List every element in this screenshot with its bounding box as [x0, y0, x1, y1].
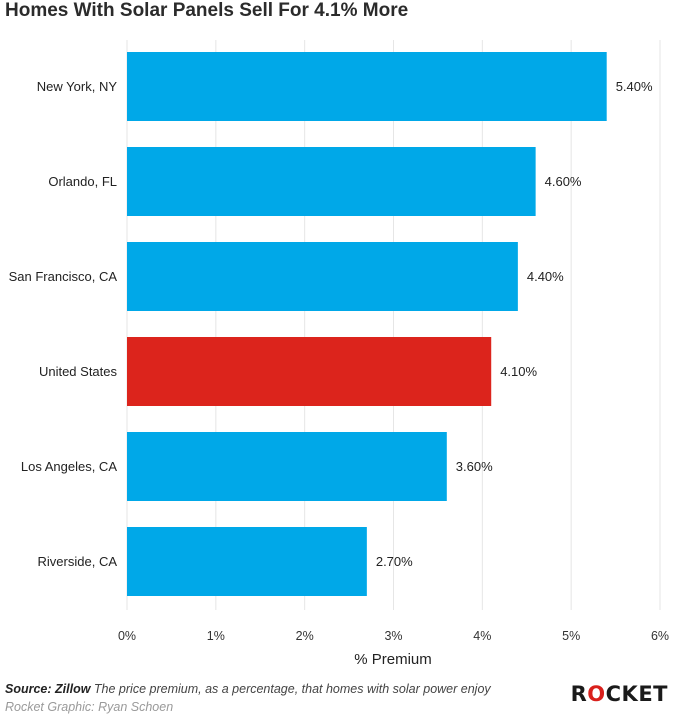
value-label: 4.40%	[527, 269, 564, 284]
logo-part-1: R	[570, 682, 588, 706]
gridlines	[126, 40, 661, 610]
x-tick-label: 5%	[562, 629, 580, 643]
x-tick-label: 1%	[207, 629, 225, 643]
category-label: Riverside, CA	[38, 554, 118, 569]
x-tick-label: 6%	[651, 629, 669, 643]
bar	[127, 432, 447, 501]
value-label: 4.60%	[545, 174, 582, 189]
value-label: 5.40%	[616, 79, 653, 94]
x-tick-label: 4%	[473, 629, 491, 643]
x-tick-label: 2%	[296, 629, 314, 643]
category-label: Los Angeles, CA	[21, 459, 117, 474]
bar	[127, 242, 518, 311]
value-label: 2.70%	[376, 554, 413, 569]
chart-title: Homes With Solar Panels Sell For 4.1% Mo…	[5, 0, 409, 21]
rocket-logo: ROCKET	[571, 682, 668, 706]
x-axis-title: % Premium	[354, 651, 432, 668]
logo-part-3: CKET	[605, 682, 668, 706]
bar	[127, 52, 607, 121]
source-description: The price premium, as a percentage, that…	[93, 682, 491, 696]
logo-part-2: O	[587, 682, 606, 706]
footer: Source: Zillow The price premium, as a p…	[5, 680, 491, 716]
category-label: New York, NY	[37, 79, 118, 94]
value-label: 4.10%	[500, 364, 537, 379]
bars	[127, 52, 607, 596]
labels: 0% 1% 2% 3% 4% 5% 6% New York, NY 5.40% Orlando, …	[9, 79, 669, 643]
category-label: San Francisco, CA	[9, 269, 118, 284]
category-label: United States	[39, 364, 118, 379]
graphic-credit: Rocket Graphic: Ryan Schoen	[5, 700, 174, 714]
bar-chart: 0% 1% 2% 3% 4% 5% 6% New York, NY 5.40% Orlando, …	[9, 40, 669, 668]
bar	[127, 527, 367, 596]
source-label: Source: Zillow	[5, 682, 91, 696]
category-label: Orlando, FL	[48, 174, 117, 189]
x-tick-label: 3%	[384, 629, 402, 643]
bar	[127, 337, 492, 406]
value-label: 3.60%	[456, 459, 493, 474]
bar	[127, 147, 536, 216]
x-tick-label: 0%	[118, 629, 136, 643]
